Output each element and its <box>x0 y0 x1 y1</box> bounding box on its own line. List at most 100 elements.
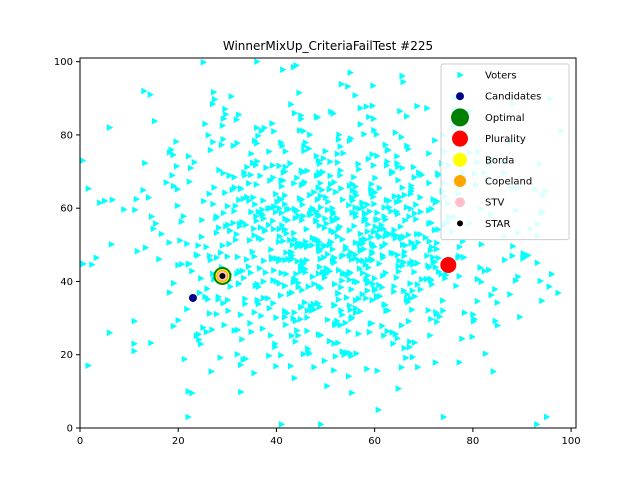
voter-point <box>202 120 209 128</box>
voter-point <box>242 295 249 303</box>
voter-point <box>311 280 318 288</box>
voter-point <box>376 281 383 289</box>
y-tick-label: 20 <box>60 350 73 361</box>
voter-point <box>80 260 87 268</box>
legend-label-star: STAR <box>485 219 511 230</box>
voter-point <box>310 300 318 308</box>
voter-point <box>220 209 228 217</box>
voter-point <box>280 177 287 184</box>
voter-point <box>254 140 261 147</box>
voter-point <box>285 216 292 224</box>
voter-point <box>300 212 308 220</box>
voter-point <box>304 314 311 321</box>
legend-box <box>440 63 570 241</box>
voter-point <box>413 201 420 208</box>
voter-point <box>292 214 300 222</box>
voter-point <box>272 208 280 216</box>
voter-point <box>200 324 207 331</box>
voter-point <box>408 187 415 195</box>
voter-point <box>220 299 227 307</box>
voter-point <box>371 115 378 123</box>
voter-point <box>142 244 150 251</box>
voter-point <box>432 263 440 271</box>
voter-point <box>370 82 377 90</box>
voter-point <box>364 272 372 279</box>
voter-point <box>222 105 229 113</box>
legend-label-optimal: Optimal <box>485 113 525 124</box>
voter-point <box>513 277 520 284</box>
voter-point <box>282 148 290 155</box>
voter-point <box>261 124 269 132</box>
voter-point <box>222 189 229 197</box>
voter-point <box>386 204 393 211</box>
voter-point <box>237 185 245 193</box>
voter-point <box>287 160 294 167</box>
voter-point <box>216 224 223 232</box>
voter-point <box>432 359 440 366</box>
voter-point <box>315 157 323 164</box>
voter-point <box>243 256 251 263</box>
y-tick-label: 0 <box>67 424 73 435</box>
voter-point <box>339 277 346 285</box>
voter-point <box>271 266 278 274</box>
voter-point <box>364 201 372 208</box>
legend-swatch-plurality <box>452 130 468 147</box>
voter-point <box>417 286 425 293</box>
legend-swatch-borda <box>453 152 467 167</box>
voter-point <box>323 264 331 272</box>
voter-point <box>482 350 490 358</box>
voter-point <box>309 241 316 249</box>
chart-title: WinnerMixUp_CriteriaFailTest #225 <box>223 39 433 53</box>
voter-point <box>348 352 355 360</box>
voter-point <box>244 163 251 171</box>
voter-point <box>415 363 422 371</box>
voter-point <box>474 275 482 283</box>
voter-point <box>384 158 391 165</box>
voter-point <box>395 176 402 184</box>
voter-point <box>494 299 501 306</box>
voter-point <box>349 389 356 397</box>
voter-point <box>351 277 359 285</box>
voter-point <box>225 307 232 315</box>
legend-label-plurality: Plurality <box>485 134 526 145</box>
voter-point <box>142 159 149 167</box>
voter-point <box>288 332 296 340</box>
voter-point <box>248 328 255 336</box>
voter-point <box>520 249 527 257</box>
voter-point <box>106 124 114 131</box>
voter-point <box>242 172 249 179</box>
voter-point <box>434 197 441 205</box>
voter-point <box>233 230 241 238</box>
voter-point <box>459 335 466 343</box>
voter-point <box>409 353 417 361</box>
voter-point <box>131 340 138 348</box>
voter-point <box>291 374 299 382</box>
voter-point <box>258 312 265 320</box>
voter-point <box>230 142 238 150</box>
voter-point <box>295 279 302 287</box>
voter-point <box>331 340 338 347</box>
voter-point <box>481 267 489 275</box>
voter-point <box>226 172 233 179</box>
voter-point <box>417 208 425 216</box>
voter-point <box>232 202 240 210</box>
x-axis: 0 20 40 60 80 100 <box>77 428 581 447</box>
voter-point <box>210 270 217 278</box>
voter-point <box>331 254 338 261</box>
voter-point <box>291 180 298 187</box>
voter-point <box>193 332 201 340</box>
voter-point <box>330 208 337 216</box>
voter-point <box>174 202 182 210</box>
voter-point <box>309 205 317 212</box>
voter-point <box>356 257 363 265</box>
voter-point <box>282 168 289 175</box>
voter-point <box>334 232 342 240</box>
voter-point <box>356 166 363 173</box>
voter-point <box>294 257 302 265</box>
voter-point <box>337 143 344 150</box>
voter-point <box>488 291 495 299</box>
voter-point <box>282 163 290 171</box>
voter-point <box>246 197 253 205</box>
voter-point <box>369 320 376 327</box>
